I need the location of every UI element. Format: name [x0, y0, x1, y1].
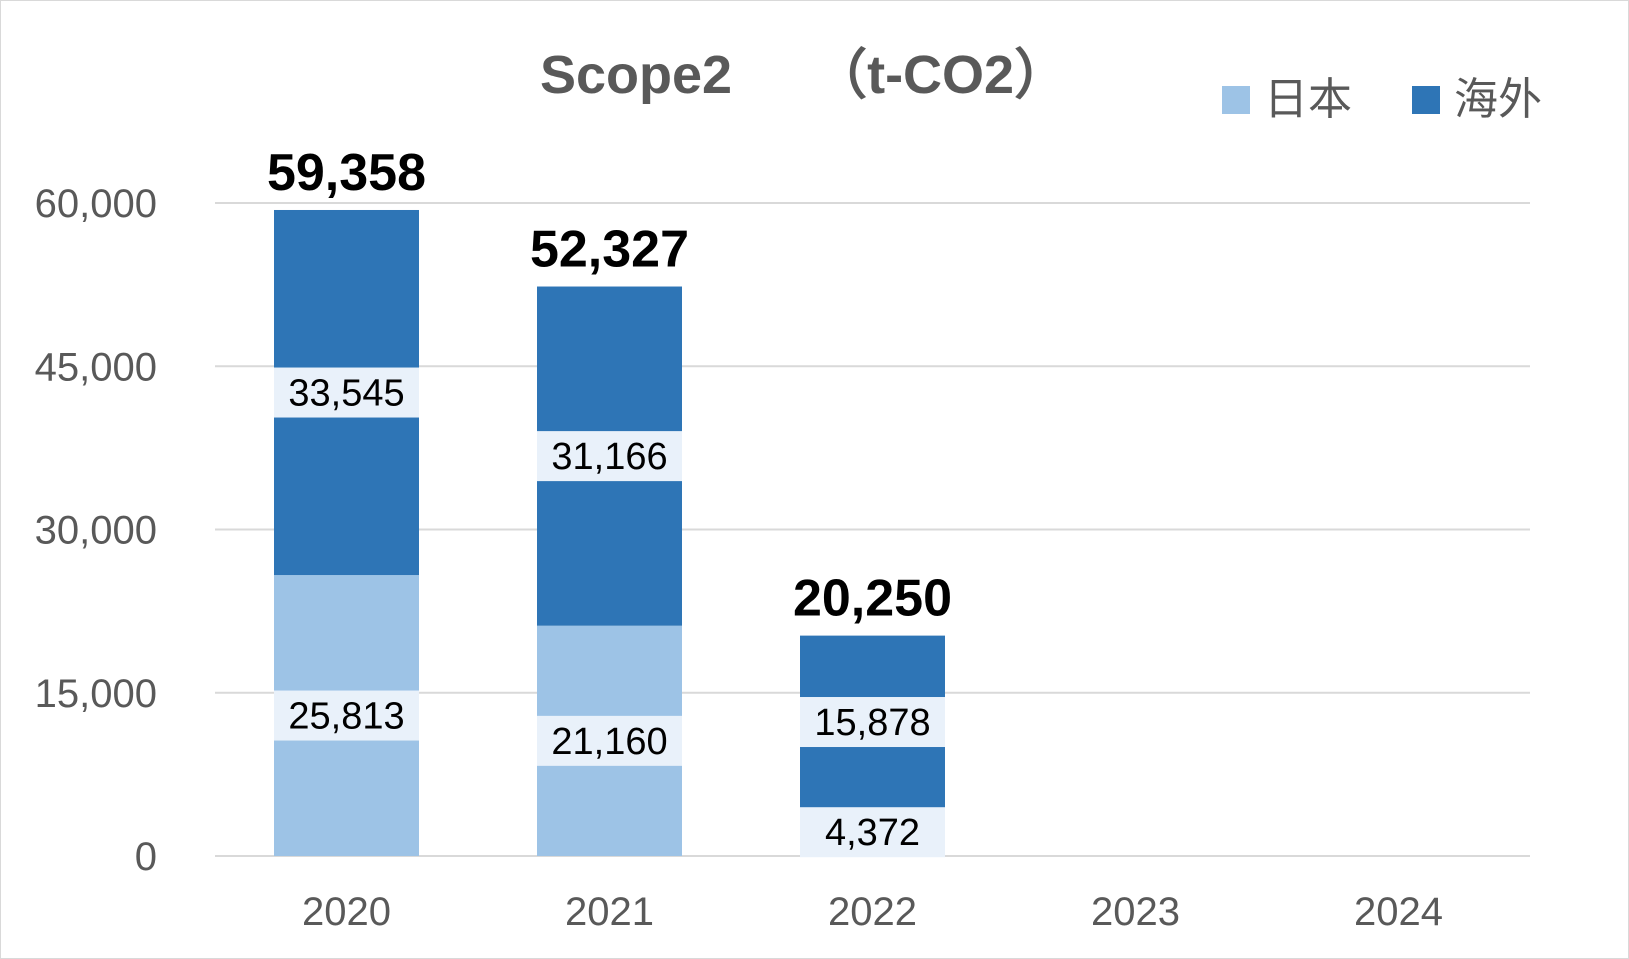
- y-tick-label: 45,000: [35, 345, 157, 389]
- data-label-box: [537, 715, 682, 766]
- x-axis: 2020 2021 2022 2023 2024: [302, 890, 1443, 934]
- y-tick-label: 30,000: [35, 509, 157, 553]
- data-label-box: [537, 431, 682, 482]
- data-label-box: [274, 690, 419, 741]
- legend-swatch: [1222, 86, 1250, 114]
- legend-label: 海外: [1454, 74, 1542, 125]
- total-label: 52,327: [530, 221, 689, 279]
- legend: 日本 海外: [1222, 74, 1542, 125]
- legend-swatch: [1412, 86, 1440, 114]
- bars: 25,813 33,545 59,358 21,160 31,166 52,327 4,37…: [267, 144, 952, 858]
- data-label: 15,878: [814, 702, 930, 744]
- x-tick-label: 2022: [828, 890, 917, 934]
- y-tick-label: 60,000: [35, 182, 157, 226]
- data-label-box: [274, 367, 419, 418]
- x-tick-label: 2021: [565, 890, 654, 934]
- y-axis: 0 15,000 30,000 45,000 60,000: [35, 182, 157, 879]
- data-label-box: [800, 697, 945, 748]
- data-label: 21,160: [551, 721, 667, 763]
- x-tick-label: 2020: [302, 890, 391, 934]
- data-label: 4,372: [825, 812, 920, 854]
- y-tick-label: 0: [135, 835, 157, 879]
- y-tick-label: 15,000: [35, 672, 157, 716]
- data-label: 25,813: [288, 696, 404, 738]
- total-label: 59,358: [267, 144, 426, 202]
- total-label: 20,250: [793, 570, 952, 628]
- x-tick-label: 2024: [1354, 890, 1443, 934]
- data-label-box: [800, 807, 945, 858]
- legend-label: 日本: [1264, 74, 1352, 125]
- chart-title: Scope2 （t-CO2）: [540, 45, 1068, 105]
- data-label: 31,166: [551, 436, 667, 478]
- data-label: 33,545: [288, 373, 404, 415]
- x-tick-label: 2023: [1091, 890, 1180, 934]
